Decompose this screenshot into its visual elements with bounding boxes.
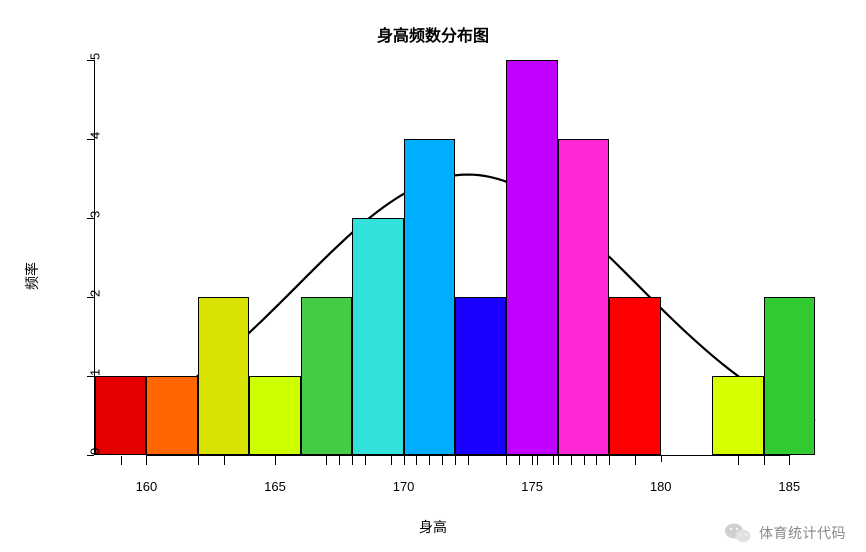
- rug-tick: [571, 456, 572, 465]
- watermark-text: 体育统计代码: [759, 523, 846, 543]
- histogram-bar: [198, 297, 249, 455]
- y-tick: [87, 455, 94, 456]
- x-tick-label: 175: [521, 479, 543, 494]
- rug-tick: [506, 456, 507, 465]
- rug-tick: [121, 456, 122, 465]
- x-tick-label: 165: [264, 479, 286, 494]
- rug-tick: [738, 456, 739, 465]
- y-tick: [87, 60, 94, 61]
- rug-tick: [416, 456, 417, 465]
- histogram-bar: [95, 376, 146, 455]
- plot-area: 160165170175180185012345: [95, 60, 815, 455]
- rug-tick: [391, 456, 392, 465]
- histogram-bar: [249, 376, 300, 455]
- y-axis-line: [94, 60, 95, 455]
- rug-tick: [339, 456, 340, 465]
- rug-tick: [584, 456, 585, 465]
- y-tick: [87, 376, 94, 377]
- rug-tick: [789, 456, 790, 465]
- rug-tick: [275, 456, 276, 465]
- y-axis-label: 频率: [22, 262, 42, 290]
- histogram-bar: [301, 297, 352, 455]
- chart-title: 身高频数分布图: [0, 22, 866, 46]
- rug-tick: [352, 456, 353, 465]
- rug-tick: [764, 456, 765, 465]
- rug-tick: [519, 456, 520, 465]
- histogram-bar: [404, 139, 455, 455]
- rug-tick: [553, 456, 554, 465]
- histogram-bar: [146, 376, 197, 455]
- rug-tick: [455, 456, 456, 465]
- rug-tick: [198, 456, 199, 465]
- rug-tick: [532, 456, 533, 465]
- x-tick-label: 160: [136, 479, 158, 494]
- x-tick-label: 185: [778, 479, 800, 494]
- histogram-bar: [764, 297, 815, 455]
- histogram-bar: [712, 376, 763, 455]
- histogram-bar: [558, 139, 609, 455]
- rug-tick: [224, 456, 225, 465]
- rug-tick: [596, 456, 597, 465]
- rug-tick: [404, 456, 405, 465]
- x-tick: [661, 455, 662, 462]
- x-tick-label: 180: [650, 479, 672, 494]
- rug-tick: [537, 456, 538, 465]
- rug-tick: [468, 456, 469, 465]
- y-tick: [87, 218, 94, 219]
- y-tick: [87, 297, 94, 298]
- histogram-bar: [352, 218, 403, 455]
- histogram-bar: [609, 297, 660, 455]
- rug-tick: [558, 456, 559, 465]
- rug-tick: [365, 456, 366, 465]
- chart-container: 身高频数分布图 频率 身高 160165170175180185012345 体…: [0, 0, 866, 552]
- rug-tick: [146, 456, 147, 465]
- rug-tick: [635, 456, 636, 465]
- y-tick: [87, 139, 94, 140]
- rug-tick: [442, 456, 443, 465]
- rug-tick: [326, 456, 327, 465]
- histogram-bar: [455, 297, 506, 455]
- histogram-bar: [506, 60, 557, 455]
- rug-tick: [609, 456, 610, 465]
- rug-tick: [429, 456, 430, 465]
- x-tick-label: 170: [393, 479, 415, 494]
- wechat-icon: [725, 522, 751, 544]
- watermark: 体育统计代码: [725, 522, 846, 544]
